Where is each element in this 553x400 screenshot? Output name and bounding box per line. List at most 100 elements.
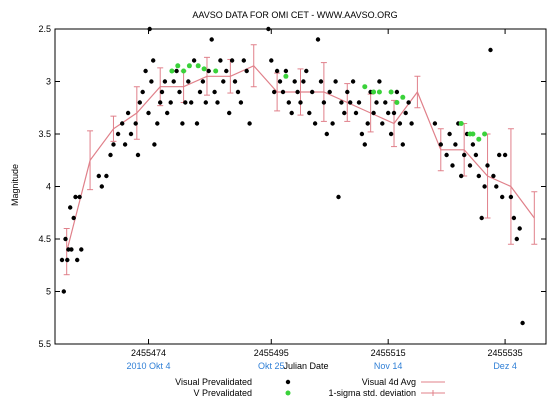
x-date-label: Nov 14 <box>374 361 403 371</box>
x-axis-ticks: 2455474 2010 Okt 4 2455495 Okt 25 2455515 Nov… <box>127 29 523 371</box>
visual-point <box>96 173 102 179</box>
visual-point <box>61 289 66 294</box>
visual-point <box>155 121 160 126</box>
visual-point <box>304 68 309 74</box>
visual-point <box>224 68 229 74</box>
visual-point <box>318 79 324 84</box>
legend-marker-v <box>285 390 291 396</box>
visual-point <box>438 142 443 147</box>
visual-point <box>432 121 438 126</box>
visual-point <box>203 100 208 105</box>
visual-point <box>371 110 376 116</box>
visual-point <box>200 79 206 84</box>
visual-point <box>120 121 125 126</box>
visual-point <box>497 152 502 158</box>
visual-point <box>235 89 241 95</box>
visual-avg-line <box>66 65 535 252</box>
legend-marker-sigma <box>421 390 445 396</box>
sigma-errorbar <box>63 228 70 276</box>
visual-point <box>221 79 226 84</box>
visual-point <box>232 79 238 84</box>
visual-point <box>333 79 338 84</box>
visual-point <box>517 226 522 231</box>
visual-point <box>215 100 220 105</box>
visual-point <box>403 110 408 116</box>
visual-point <box>272 89 277 95</box>
v-point <box>482 131 488 137</box>
visual-point <box>69 247 74 252</box>
visual-point <box>177 89 182 95</box>
legend-label-visual-avg: Visual 4d Avg <box>362 377 416 387</box>
visual-point <box>227 110 232 116</box>
v-point <box>362 84 368 90</box>
visual-point <box>125 110 131 116</box>
x-date-label: Okt 25 <box>258 361 285 371</box>
visual-point <box>135 152 141 158</box>
v-point <box>195 63 201 69</box>
visual-point <box>197 89 203 95</box>
visual-point <box>108 152 113 158</box>
v-point <box>175 63 181 69</box>
visual-point <box>502 152 508 158</box>
x-axis-title: Julian Date <box>283 361 328 371</box>
visual-point <box>462 152 467 158</box>
v-point <box>169 68 175 74</box>
visual-point <box>65 257 70 263</box>
visual-point <box>149 79 154 84</box>
visual-point <box>342 110 347 116</box>
visual-point <box>470 142 476 147</box>
visual-point <box>241 58 246 63</box>
visual-point <box>476 173 481 179</box>
visual-point <box>482 184 487 189</box>
visual-point <box>350 79 356 84</box>
visual-point <box>189 100 194 105</box>
visual-point <box>209 37 214 42</box>
visual-point <box>143 68 148 74</box>
visual-point <box>324 131 329 137</box>
visual-point <box>365 121 370 126</box>
v-point <box>376 89 382 95</box>
v-point <box>181 68 187 74</box>
visual-point <box>353 110 359 116</box>
visual-point <box>406 100 411 105</box>
visual-point <box>277 79 283 84</box>
visual-point <box>380 121 385 126</box>
visual-point <box>292 79 297 84</box>
visual-point <box>479 215 484 221</box>
v-point <box>371 89 377 95</box>
visual-point <box>104 173 109 179</box>
visual-point <box>491 173 496 179</box>
visual-point <box>59 257 65 263</box>
y-tick-label: 2.5 <box>38 24 51 34</box>
visual-point <box>174 68 179 74</box>
visual-point <box>194 121 200 126</box>
visual-point <box>247 121 252 126</box>
visual-point <box>345 89 350 95</box>
v-point <box>476 136 482 142</box>
visual-point <box>152 142 157 147</box>
visual-point <box>289 110 294 116</box>
v-points <box>169 63 488 142</box>
visual-point <box>122 142 128 147</box>
x-date-label: Dez 4 <box>493 361 517 371</box>
y-tick-label: 3 <box>46 77 51 87</box>
x-tick-label: 2455515 <box>371 348 406 358</box>
visual-point <box>388 131 394 137</box>
visual-point <box>362 142 367 147</box>
visual-point <box>168 100 173 105</box>
visual-point <box>453 142 458 147</box>
visual-point <box>315 37 321 42</box>
visual-point <box>330 121 335 126</box>
visual-point <box>339 100 344 105</box>
y-tick-label: 3.5 <box>38 129 51 139</box>
legend-label-sigma: 1-sigma std. deviation <box>328 388 416 398</box>
v-point <box>388 89 394 95</box>
visual-point <box>374 100 379 105</box>
v-point <box>283 73 289 79</box>
visual-point <box>73 194 78 200</box>
visual-point <box>171 79 176 84</box>
y-tick-label: 4 <box>46 182 51 192</box>
legend: Visual Prevalidated V Prevalidated Visua… <box>175 377 445 398</box>
y-axis-title: Magnitude <box>10 164 20 206</box>
